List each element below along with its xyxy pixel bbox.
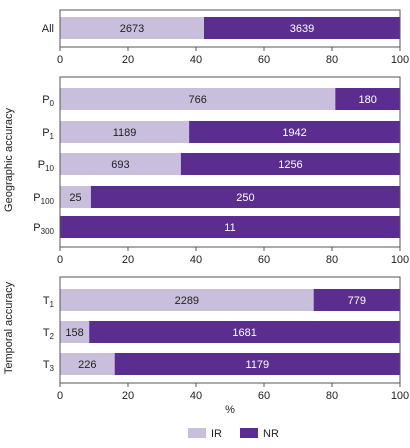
category-label: P1 bbox=[42, 127, 54, 141]
data-label: 779 bbox=[348, 295, 366, 307]
bar-segment-nr bbox=[114, 353, 400, 375]
x-tick-label: 20 bbox=[122, 54, 134, 66]
bar-segment-nr bbox=[89, 321, 401, 343]
data-label: 3639 bbox=[290, 23, 314, 35]
panel-frame bbox=[59, 76, 401, 248]
x-tick-label: 80 bbox=[326, 390, 338, 402]
x-tick-label: 80 bbox=[326, 254, 338, 266]
bar-segment-nr bbox=[335, 88, 400, 110]
data-label: 158 bbox=[65, 327, 83, 339]
bar-segment-ir bbox=[60, 88, 336, 110]
bar-segment-nr bbox=[180, 153, 400, 175]
legend-label-nr: NR bbox=[263, 428, 279, 440]
category-label: P10 bbox=[38, 159, 55, 173]
bar-segment-ir bbox=[60, 17, 204, 39]
bar-segment-ir bbox=[60, 353, 115, 375]
category-label: P0 bbox=[42, 94, 54, 108]
x-axis-title: % bbox=[225, 404, 235, 416]
legend-swatch-ir bbox=[188, 428, 206, 438]
x-tick-label: 80 bbox=[326, 54, 338, 66]
data-label: 11 bbox=[224, 222, 235, 234]
x-tick-label: 100 bbox=[391, 390, 409, 402]
x-tick-label: 60 bbox=[258, 54, 270, 66]
x-tick-label: 100 bbox=[391, 54, 409, 66]
bar-segment-ir bbox=[60, 289, 314, 311]
data-label: 1189 bbox=[113, 127, 137, 139]
data-label: 1179 bbox=[246, 359, 270, 371]
bar-segment-ir bbox=[60, 321, 90, 343]
x-tick-label: 20 bbox=[122, 390, 134, 402]
x-tick-label: 20 bbox=[122, 254, 134, 266]
x-tick-label: 40 bbox=[190, 390, 202, 402]
data-label: 1681 bbox=[232, 327, 256, 339]
data-label: 25 bbox=[69, 192, 81, 204]
x-tick-label: 40 bbox=[190, 54, 202, 66]
x-tick-label: 60 bbox=[258, 254, 270, 266]
panel-frame bbox=[59, 9, 401, 48]
bar-segment-nr bbox=[90, 186, 400, 208]
data-label: 1256 bbox=[278, 159, 302, 171]
x-tick-label: 0 bbox=[57, 54, 63, 66]
category-label: T3 bbox=[43, 359, 55, 373]
x-tick-label: 60 bbox=[258, 390, 270, 402]
data-label: 226 bbox=[78, 359, 96, 371]
panel-frame bbox=[59, 276, 401, 384]
panel-1: 766 180 P0 1189 1942 P1 693 1256 P10 25 250 P100 11 P… bbox=[3, 76, 409, 266]
bar-segment-ir bbox=[60, 121, 190, 143]
category-label: P100 bbox=[33, 192, 54, 206]
category-label: T1 bbox=[43, 295, 55, 309]
data-label: 2673 bbox=[120, 23, 144, 35]
y-axis-title: Geographic accuracy bbox=[3, 108, 15, 212]
bar-segment-nr bbox=[313, 289, 400, 311]
data-label: 250 bbox=[236, 192, 254, 204]
legend-swatch-nr bbox=[240, 428, 258, 438]
data-label: 766 bbox=[188, 94, 206, 106]
category-label: All bbox=[42, 23, 54, 35]
y-axis-title: Temporal accuracy bbox=[3, 281, 15, 374]
data-label: 693 bbox=[111, 159, 129, 171]
bar-segment-nr bbox=[203, 17, 400, 39]
legend-label-ir: IR bbox=[211, 428, 222, 440]
bar-segment-nr bbox=[189, 121, 400, 143]
panel-0: 2673 3639 All 0 20 40 60 80 100 bbox=[42, 9, 409, 66]
panel-2: 2289 779 T1 158 1681 T2 226 1179 T3 0 20 40 60 80 100%… bbox=[3, 276, 409, 416]
x-tick-label: 0 bbox=[57, 254, 63, 266]
category-label: P300 bbox=[33, 222, 54, 236]
legend: IR NR bbox=[188, 428, 279, 440]
category-label: T2 bbox=[43, 327, 55, 341]
data-label: 180 bbox=[358, 94, 376, 106]
bar-segment-ir bbox=[60, 186, 91, 208]
x-tick-label: 40 bbox=[190, 254, 202, 266]
x-tick-label: 100 bbox=[391, 254, 409, 266]
x-tick-label: 0 bbox=[57, 390, 63, 402]
data-label: 2289 bbox=[175, 295, 199, 307]
bar-segment-nr bbox=[60, 216, 400, 238]
data-label: 1942 bbox=[282, 127, 306, 139]
bar-segment-ir bbox=[60, 153, 181, 175]
